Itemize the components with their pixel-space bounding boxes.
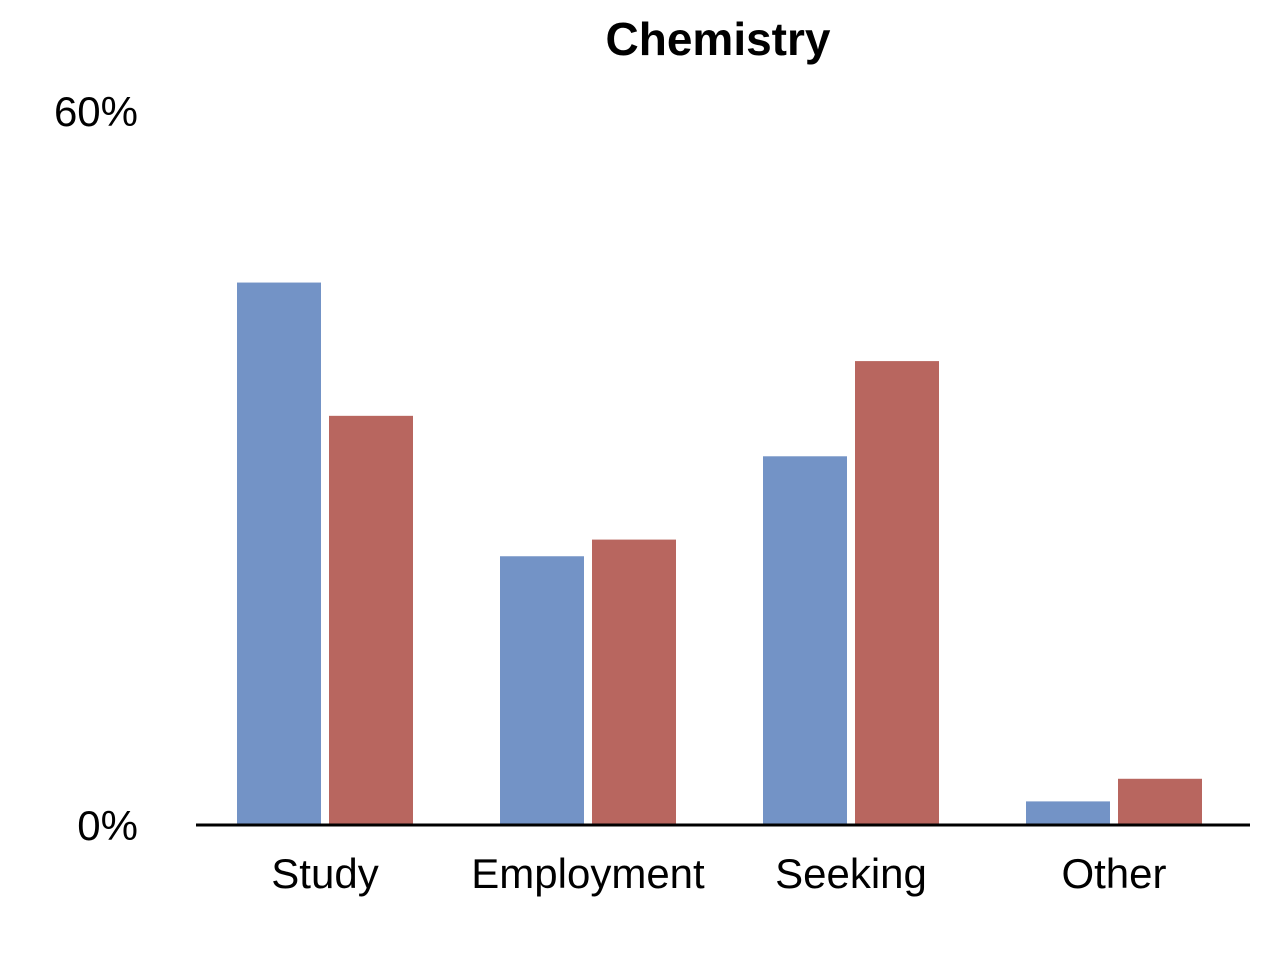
x-tick-label-study: Study: [271, 850, 378, 897]
bar-series-2-other: [1118, 778, 1202, 824]
x-tick-label-seeking: Seeking: [775, 850, 927, 897]
bar-series-1-other: [1026, 801, 1110, 824]
x-tick-label-employment: Employment: [471, 850, 705, 897]
y-axis-ticks: 0% 60%: [54, 88, 138, 849]
bars-group: [237, 282, 1202, 824]
bar-series-1-employment: [500, 556, 584, 824]
x-tick-label-other: Other: [1061, 850, 1166, 897]
bar-series-2-study: [329, 415, 413, 824]
chart-title: Chemistry: [606, 13, 831, 65]
bar-series-1-study: [237, 282, 321, 824]
x-axis-labels: Study Employment Seeking Other: [271, 850, 1166, 897]
y-tick-label: 60%: [54, 88, 138, 135]
bar-series-2-seeking: [855, 361, 939, 824]
bar-series-1-seeking: [763, 456, 847, 824]
y-tick-label: 0%: [77, 802, 138, 849]
bar-series-2-employment: [592, 539, 676, 824]
